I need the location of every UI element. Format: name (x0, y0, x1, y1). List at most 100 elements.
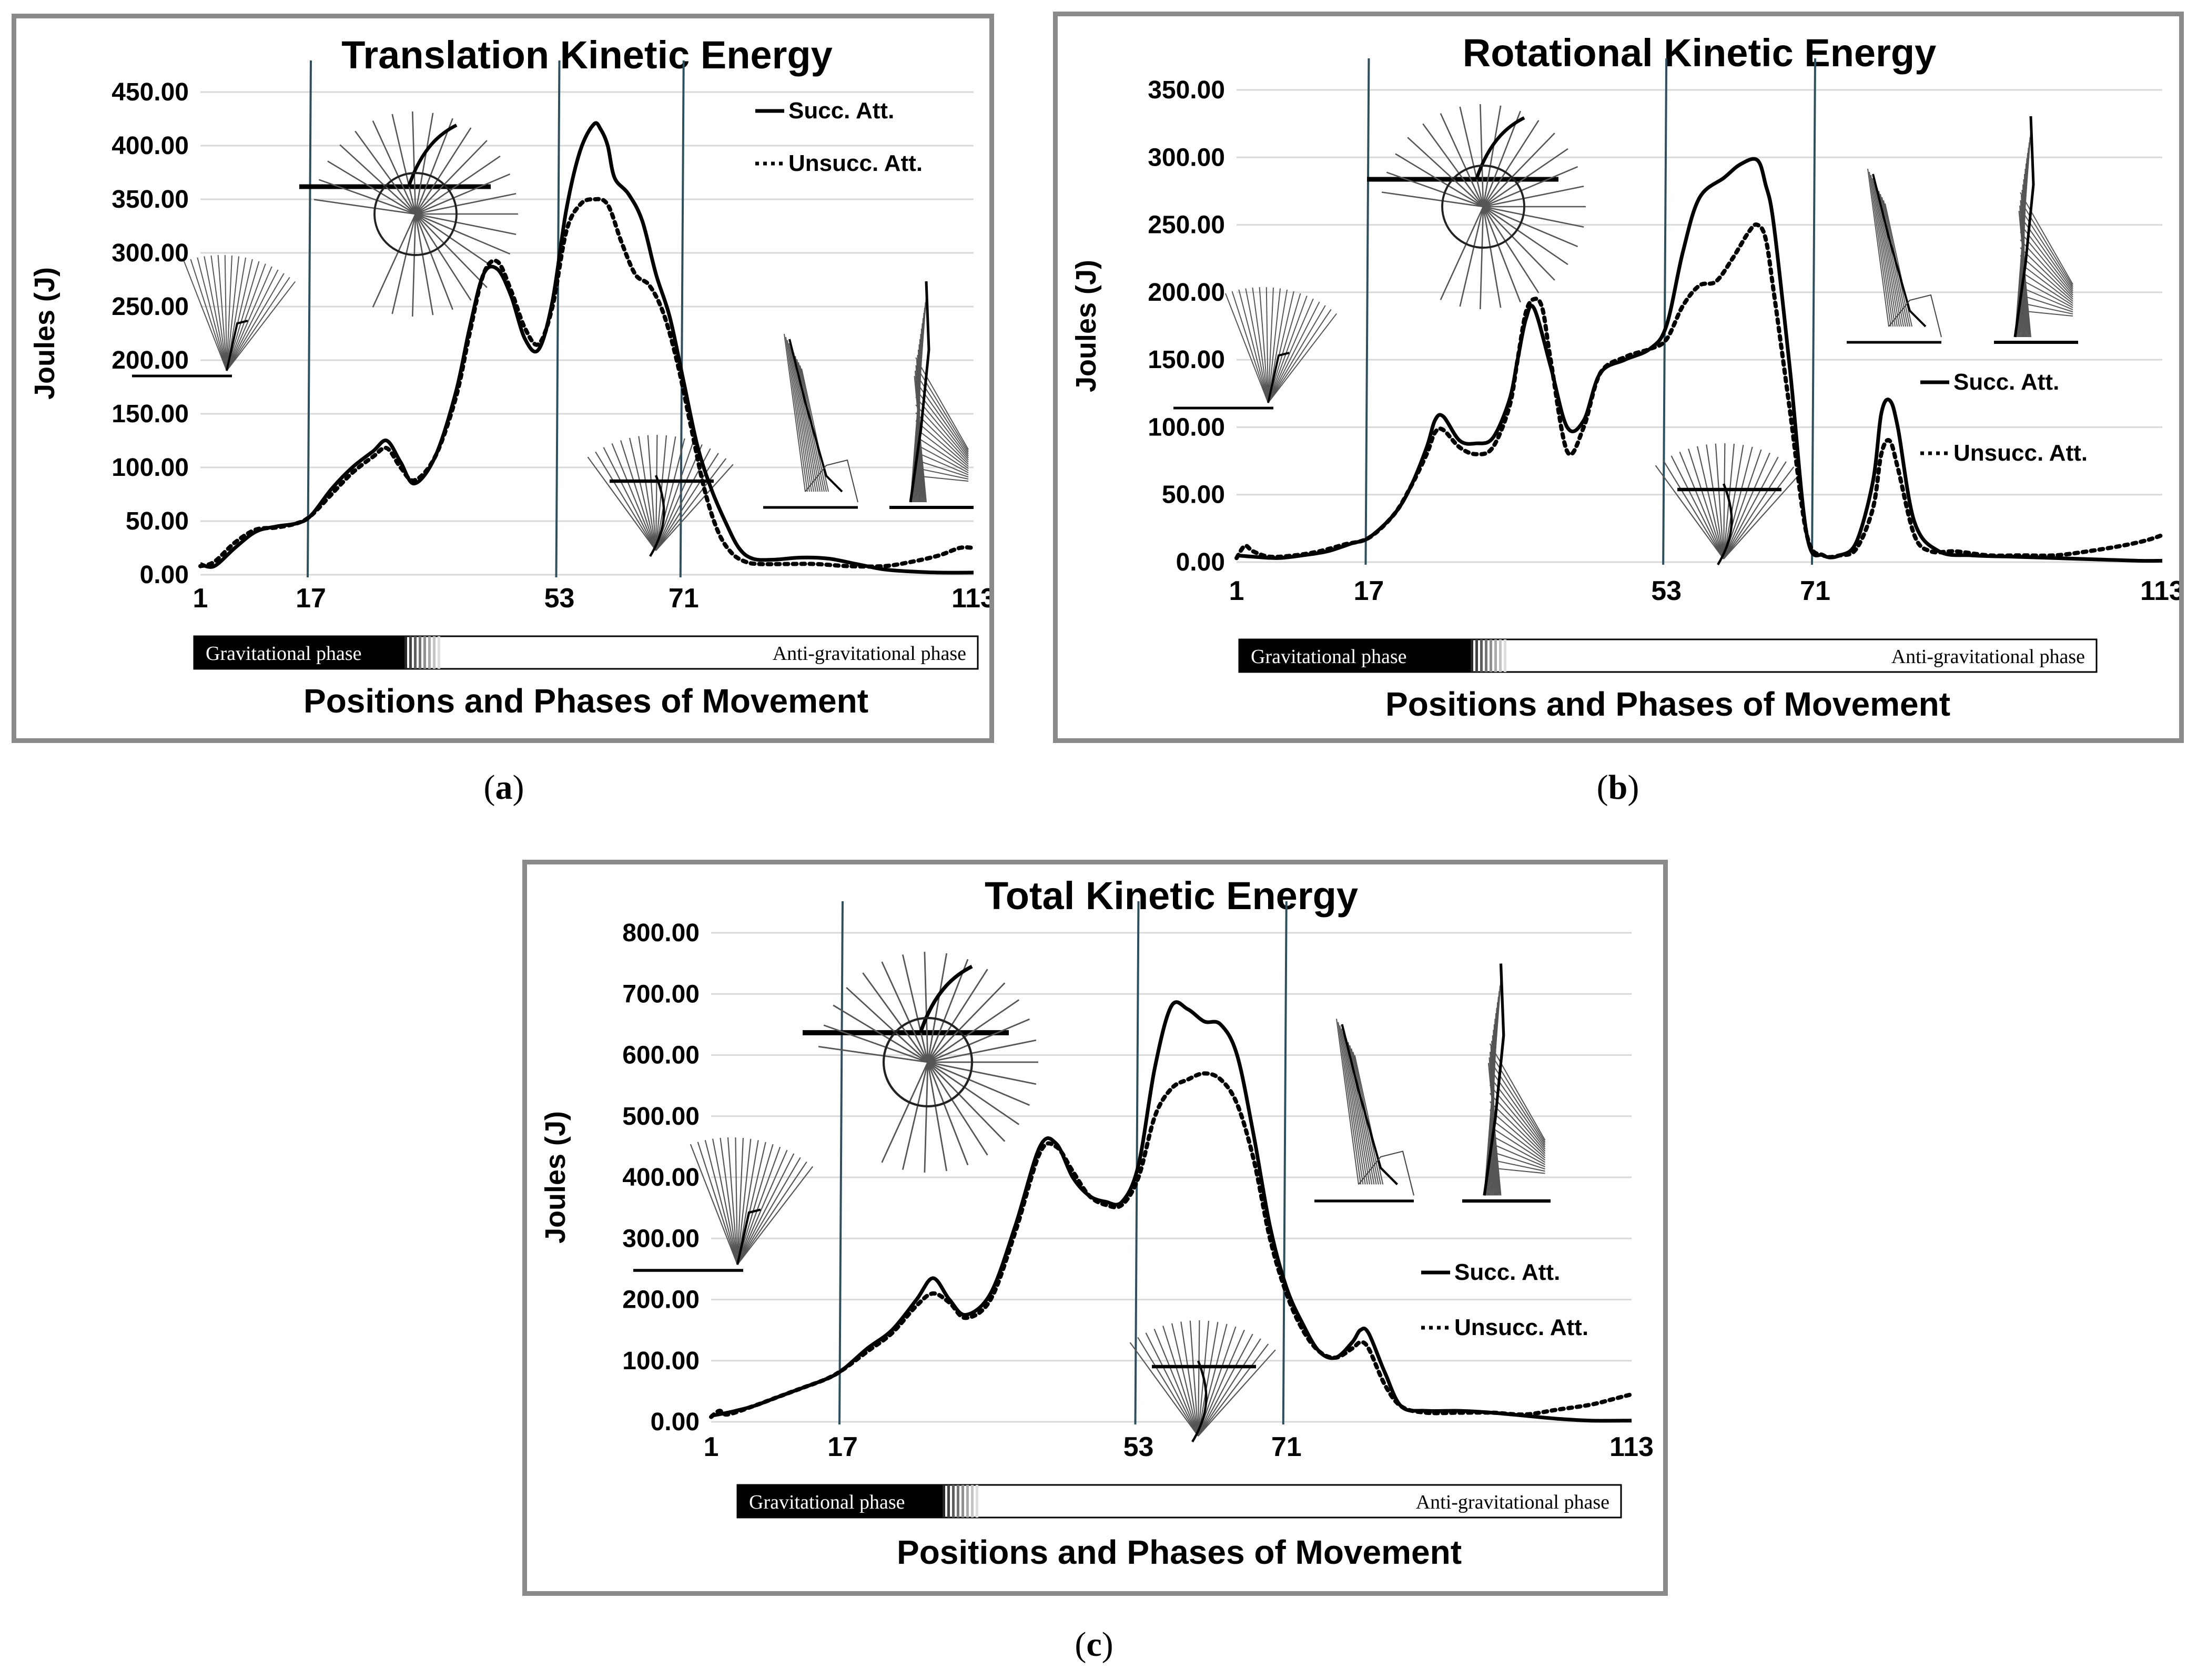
phase-divider (1282, 901, 1288, 1425)
chart-panel-total: Total Kinetic Energy 0.00 100.00 200.00 300.… (522, 860, 1668, 1596)
x-tick-label: 53 (1651, 576, 1682, 606)
x-tick-label: 1 (1229, 576, 1244, 606)
movement-sketch-stick (1847, 168, 1942, 344)
anti-gravitational-phase-label: Anti-gravitational phase (1416, 1491, 1609, 1513)
x-tick-label: 17 (1354, 576, 1384, 606)
caption-a-letter: a (495, 768, 513, 807)
y-tick-label: 100.00 (622, 1347, 700, 1375)
y-tick-label: 350.00 (112, 186, 189, 213)
caption-b-open: ( (1596, 768, 1608, 807)
caption-b-letter: b (1608, 768, 1628, 807)
movement-sketch-tall (889, 281, 974, 509)
legend-label: Succ. Att. (788, 98, 894, 124)
y-tick-label: 400.00 (622, 1164, 700, 1192)
y-tick-label: 400.00 (112, 132, 189, 160)
movement-sketch-wheel (803, 952, 1038, 1173)
phase-divider (555, 60, 561, 578)
y-tick-label: 500.00 (622, 1103, 700, 1131)
y-tick-label: 100.00 (1148, 413, 1225, 441)
movement-sketch-wheel (299, 111, 518, 317)
caption-c-open: ( (1075, 1625, 1087, 1664)
movement-sketch-fan2 (1129, 1320, 1276, 1443)
movement-sketch-tall (1994, 116, 2078, 344)
chart-translation: Translation Kinetic Energy 0.00 50.00 100.0… (29, 33, 989, 720)
x-axis-label: Positions and Phases of Movement (897, 1533, 1462, 1571)
phase-divider (1662, 58, 1668, 565)
chart-panel-translation: Translation Kinetic Energy 0.00 50.00 100.0… (12, 14, 994, 743)
series-line-successful (1236, 157, 2163, 563)
x-axis-label: Positions and Phases of Movement (1385, 685, 1950, 723)
gravitational-phase-label: Gravitational phase (206, 643, 362, 665)
chart-title: Total Kinetic Energy (985, 874, 1358, 918)
x-tick-label: 1 (704, 1432, 719, 1462)
y-tick-label: 250.00 (112, 293, 189, 321)
movement-sketch-fan (132, 255, 296, 378)
anti-gravitational-phase-label: Anti-gravitational phase (1891, 646, 2085, 668)
y-tick-label: 50.00 (126, 507, 189, 535)
legend-label: Unsucc. Att. (1454, 1315, 1588, 1340)
caption-a-open: ( (483, 768, 495, 807)
series-line-unsuccessful (198, 197, 976, 569)
phase-divider (1134, 901, 1140, 1425)
x-tick-label: 71 (669, 583, 699, 614)
gravitational-phase-label: Gravitational phase (1251, 646, 1407, 668)
x-tick-label: 113 (1609, 1432, 1654, 1462)
caption-c-letter: c (1086, 1625, 1102, 1664)
legend-label: Succ. Att. (1953, 369, 2059, 395)
phase-bar: Gravitational phase Anti-gravitational ph… (193, 635, 979, 670)
y-tick-label: 50.00 (1162, 481, 1225, 509)
series-line-unsuccessful (1234, 222, 2164, 561)
x-tick-label: 113 (2140, 576, 2179, 606)
movement-sketch-stick (1314, 1019, 1415, 1203)
y-tick-label: 600.00 (622, 1042, 700, 1070)
phase-divider (1364, 58, 1370, 565)
y-tick-label: 200.00 (622, 1286, 700, 1314)
x-tick-label: 71 (1800, 576, 1830, 606)
x-tick-label: 53 (1123, 1432, 1154, 1462)
anti-gravitational-phase-label: Anti-gravitational phase (773, 643, 966, 665)
chart-title: Translation Kinetic Energy (341, 33, 832, 77)
y-axis-label: Joules (J) (540, 1111, 571, 1244)
phase-divider (1811, 58, 1816, 565)
movement-sketch-wheel (1367, 104, 1586, 309)
caption-a: (a) (451, 768, 556, 808)
caption-b: (b) (1565, 768, 1670, 808)
movement-sketch-tall (1462, 963, 1551, 1203)
y-tick-label: 450.00 (112, 78, 189, 106)
phase-bar: Gravitational phase Anti-gravitational ph… (736, 1484, 1622, 1519)
movement-sketch-fan (633, 1137, 814, 1272)
x-tick-label: 17 (827, 1432, 858, 1462)
movement-sketch-fan2 (587, 435, 734, 557)
chart-rotational: Rotational Kinetic Energy 0.00 50.00 100.00… (1070, 31, 2179, 723)
x-tick-label: 53 (544, 583, 575, 614)
y-tick-label: 350.00 (1148, 76, 1225, 104)
y-tick-label: 700.00 (622, 980, 700, 1008)
y-tick-label: 800.00 (622, 919, 700, 947)
chart-title: Rotational Kinetic Energy (1463, 31, 1936, 75)
x-tick-label: 71 (1271, 1432, 1302, 1462)
y-tick-label: 0.00 (140, 561, 189, 589)
y-tick-label: 300.00 (1148, 144, 1225, 171)
y-tick-label: 300.00 (622, 1225, 700, 1253)
caption-a-close: ) (512, 768, 524, 807)
x-tick-label: 1 (193, 583, 208, 614)
caption-c-close: ) (1101, 1625, 1113, 1664)
y-tick-label: 0.00 (1176, 548, 1225, 576)
phase-bar: Gravitational phase Anti-gravitational ph… (1238, 638, 2098, 673)
chart-panel-rotational: Rotational Kinetic Energy 0.00 50.00 100.00… (1053, 12, 2184, 743)
movement-sketch-stick (763, 333, 858, 509)
chart-total: Total Kinetic Energy 0.00 100.00 200.00 300.… (540, 874, 1654, 1571)
y-tick-label: 200.00 (112, 347, 189, 374)
caption-c: (c) (1041, 1625, 1147, 1665)
legend-label: Succ. Att. (1454, 1259, 1560, 1285)
y-tick-label: 200.00 (1148, 279, 1225, 307)
y-tick-label: 0.00 (651, 1408, 700, 1436)
x-axis-label: Positions and Phases of Movement (303, 682, 868, 720)
x-tick-label: 17 (296, 583, 326, 614)
legend-label: Unsucc. Att. (788, 150, 923, 176)
phase-divider (679, 60, 685, 578)
legend-label: Unsucc. Att. (1953, 440, 2088, 466)
caption-b-close: ) (1627, 768, 1639, 807)
x-tick-label: 113 (951, 583, 989, 614)
y-tick-label: 150.00 (1148, 346, 1225, 374)
